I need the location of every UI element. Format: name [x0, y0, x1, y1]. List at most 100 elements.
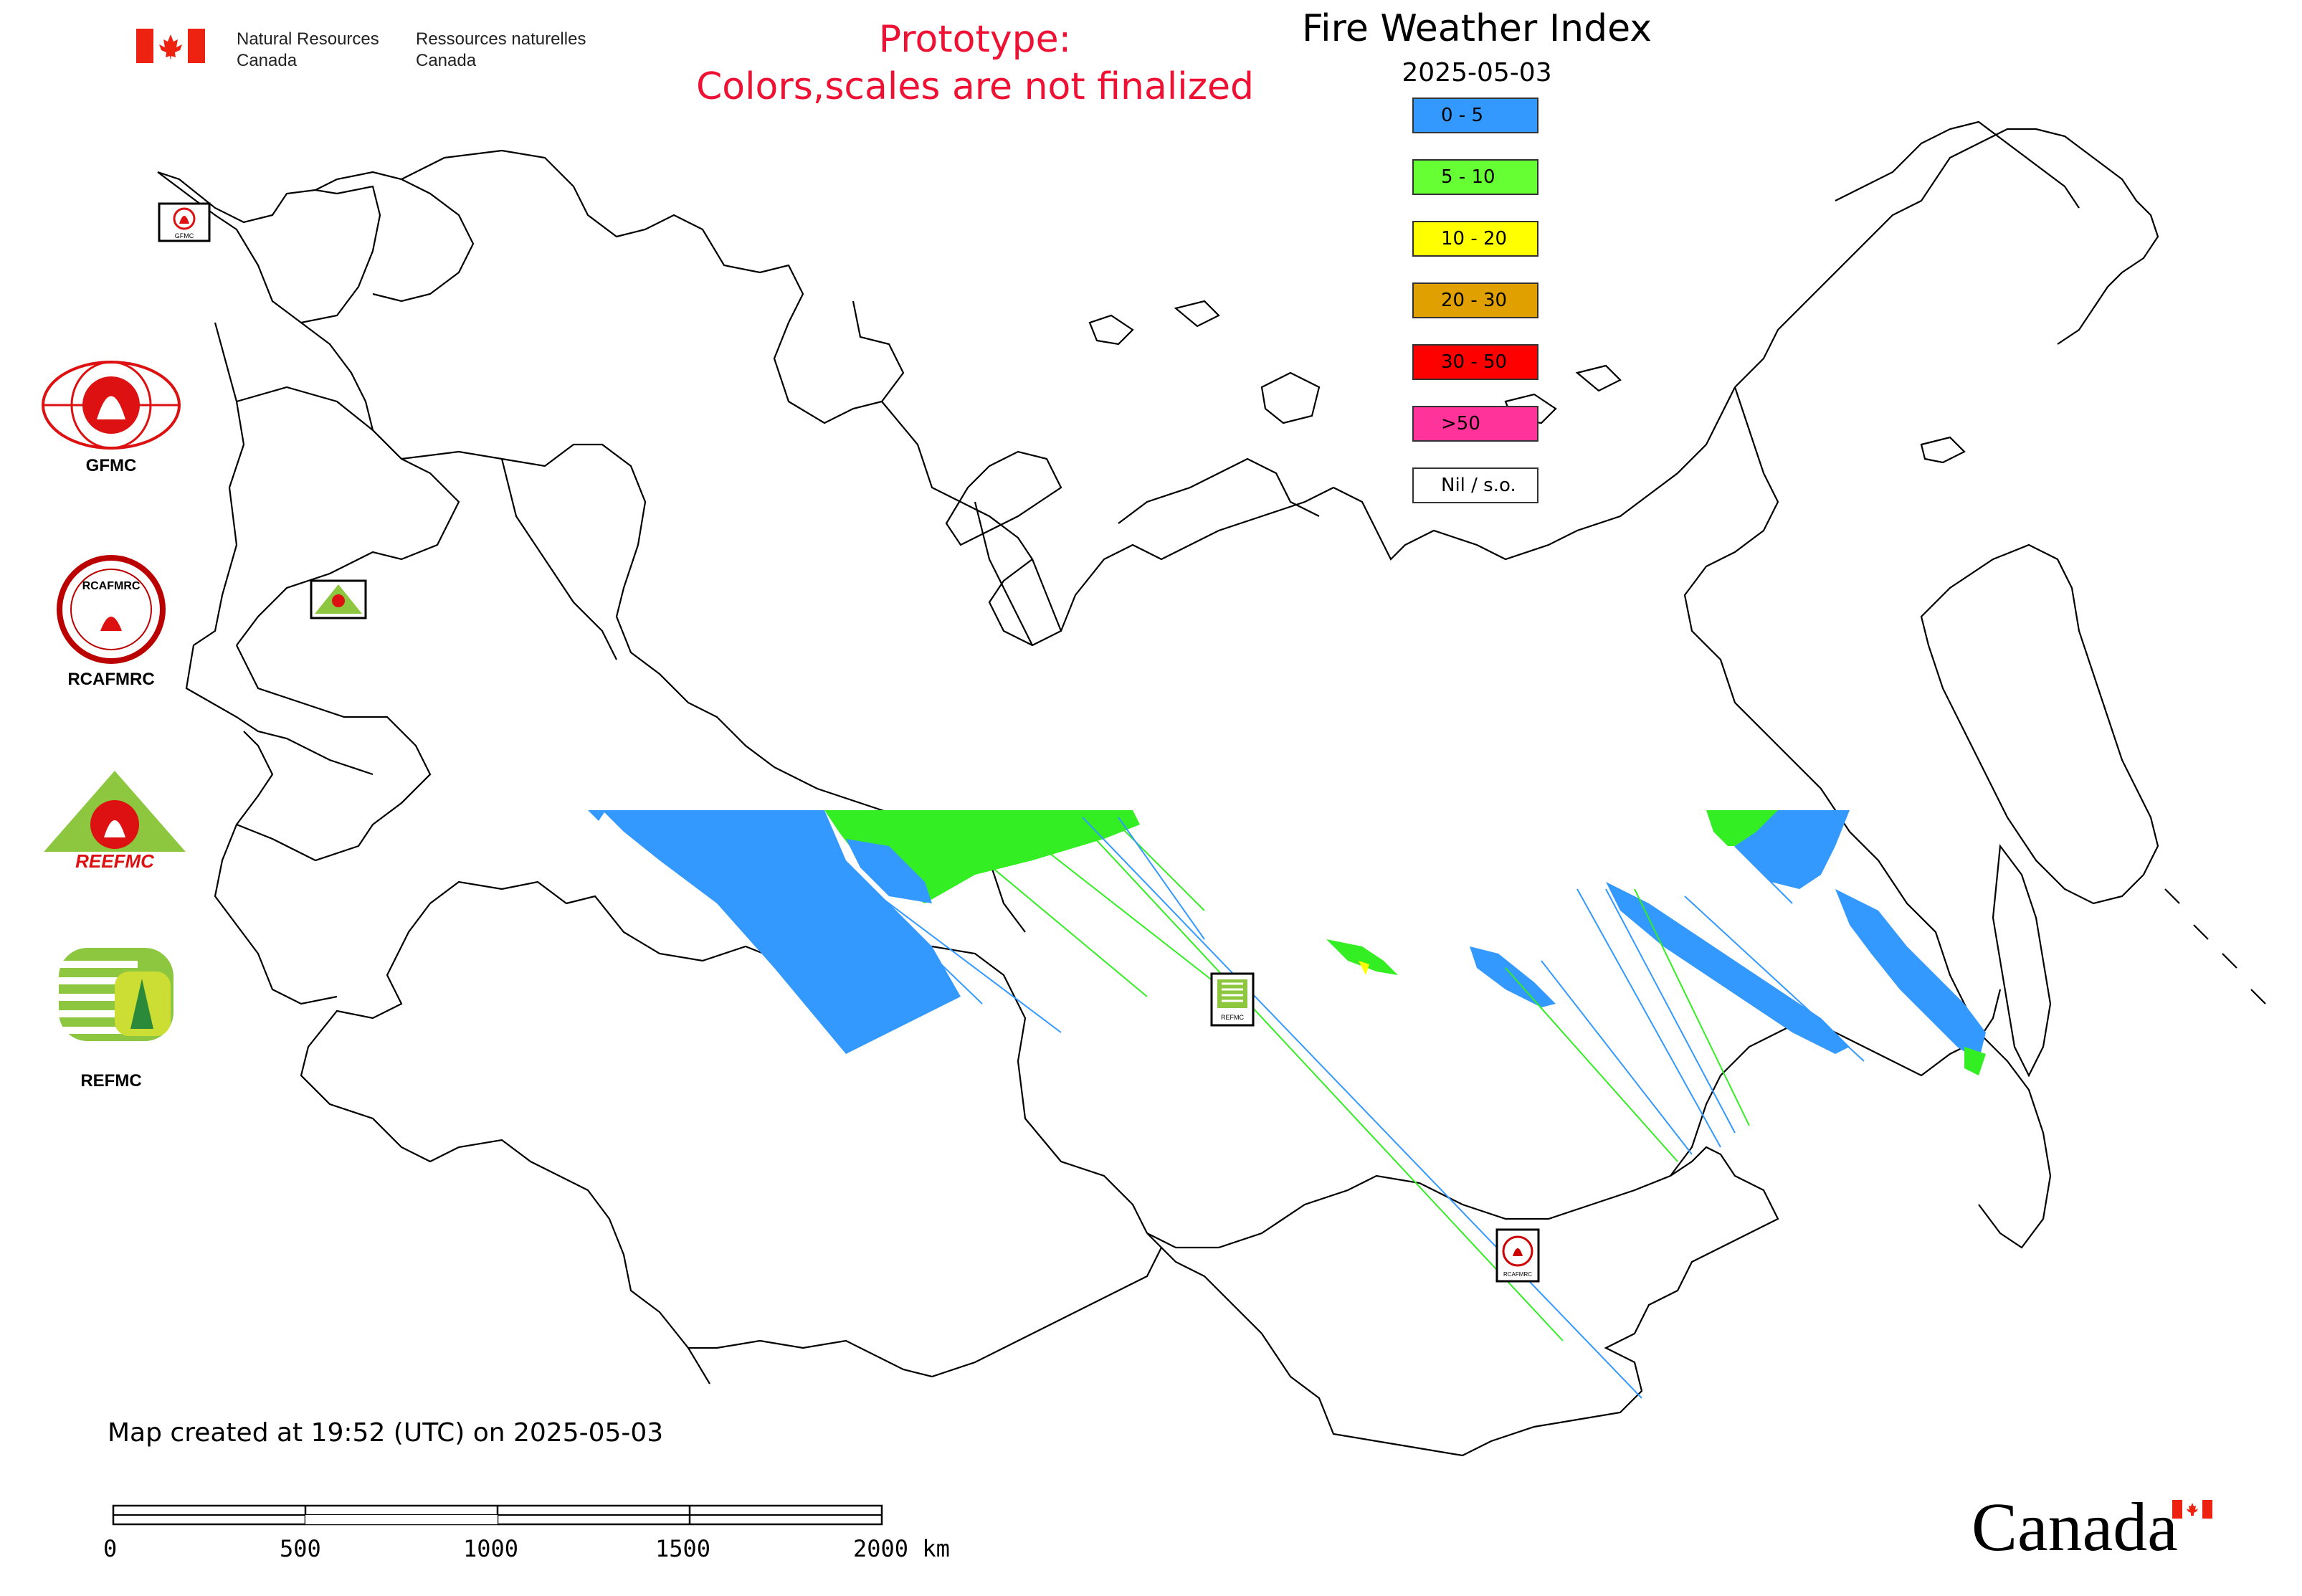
- central-asia-south: [688, 1247, 1162, 1378]
- primorye: [1978, 1032, 2052, 1249]
- fwi-patch-blue-east-3: [1835, 889, 1986, 1061]
- legend-label: 10 - 20: [1441, 228, 1508, 250]
- rcafmrc-logo[interactable]: RCAFMRC: [57, 555, 166, 664]
- fwi-line: [1003, 817, 1234, 997]
- legend-item: 0 - 5: [1412, 98, 1538, 133]
- scale-bar: [112, 1504, 883, 1526]
- novaya-zemlya: [945, 450, 1062, 546]
- fwi-patch-yellow-central: [1359, 961, 1369, 975]
- fwi-patch-green-central: [1326, 939, 1398, 975]
- fwi-patch-blue-east-2: [1606, 882, 1850, 1054]
- map-marker-gfmc-label: GFMC: [175, 232, 194, 239]
- central-asia: [300, 903, 710, 1384]
- fwi-patch-blue-west-2: [846, 839, 932, 903]
- reefmc-logo[interactable]: [39, 771, 190, 868]
- chukotka: [1835, 120, 2080, 209]
- fwi-line: [774, 817, 1062, 1033]
- fwi-patch-blue-east: [1735, 810, 1850, 889]
- scale-label: 0: [103, 1535, 118, 1562]
- fwi-patch-green-east-2: [1964, 1047, 1986, 1075]
- fwi-line: [1505, 967, 1678, 1162]
- legend-item: 10 - 20: [1412, 221, 1538, 257]
- kamchatka: [1920, 543, 2159, 905]
- map-date: 2025-05-03: [1402, 58, 1552, 87]
- fwi-line: [1734, 845, 1793, 904]
- fwi-line: [1605, 888, 1736, 1134]
- legend-item: 20 - 30: [1412, 282, 1538, 318]
- inner-border-2: [500, 458, 617, 660]
- legend-label: 5 - 10: [1441, 166, 1495, 188]
- canada-wordmark: Canada: [1972, 1488, 2178, 1565]
- wordmark-flag-icon: [2172, 1500, 2212, 1519]
- fwi-streak-lines-west: [774, 817, 1642, 1399]
- yamal: [974, 501, 1062, 646]
- canada-flag-icon: [136, 29, 205, 63]
- rcafmrc-logo-label: RCAFMRC: [67, 670, 155, 689]
- severnaya-zemlya: [1260, 371, 1321, 424]
- map-created-timestamp: Map created at 19:52 (UTC) on 2025-05-03: [108, 1418, 664, 1448]
- legend-label: 20 - 30: [1441, 290, 1508, 311]
- fwi-line: [931, 817, 1148, 997]
- legend-label: >50: [1441, 413, 1480, 434]
- fwi-line: [1082, 817, 1642, 1399]
- fwi-streaks-west: [588, 810, 1140, 1054]
- legend-label: 0 - 5: [1441, 105, 1483, 126]
- gfmc-logo-label: GFMC: [85, 456, 137, 475]
- legend-label: Nil / s.o.: [1441, 475, 1516, 496]
- fwi-line: [1110, 817, 1205, 911]
- country-borders: [157, 120, 2266, 1457]
- map-marker-gfmc[interactable]: GFMC: [158, 202, 211, 242]
- legend-label: 30 - 50: [1441, 351, 1508, 373]
- agency-signature: Natural Resources Canada Ressources natu…: [136, 29, 638, 72]
- prototype-line-1: Prototype:: [878, 18, 1072, 61]
- reefmc-logo-text: REEFMC: [75, 850, 154, 872]
- prototype-notice: Prototype: Colors,scales are not finaliz…: [631, 16, 1319, 110]
- scale-label: 1000: [463, 1535, 519, 1562]
- agency-name-french: Ressources naturelles Canada: [416, 29, 586, 70]
- scale-bar-labels: 0 500 1000 1500 2000 km: [103, 1498, 953, 1585]
- prototype-line-2: Colors,scales are not finalized: [695, 65, 1255, 108]
- fwi-line: [1075, 817, 1564, 1341]
- map-title: Fire Weather Index: [1302, 7, 1652, 50]
- mongolia-border: [1146, 1146, 1779, 1457]
- fwi-line: [1684, 896, 1865, 1062]
- legend-item: 5 - 10: [1412, 159, 1538, 195]
- franz-josef: [1088, 300, 1220, 346]
- scale-label: 1500: [655, 1535, 711, 1562]
- far-east-coast: [1734, 128, 2159, 388]
- scale-label: 500: [280, 1535, 321, 1562]
- agency-name-english: Natural Resources Canada: [237, 29, 379, 70]
- finland-border: [300, 322, 374, 431]
- ukraine-border: [236, 645, 432, 862]
- scandinavia-north: [315, 171, 475, 303]
- fwi-line: [1118, 817, 1205, 940]
- map-marker-reefmc[interactable]: [310, 579, 367, 619]
- fwi-patch-blue-west: [602, 810, 961, 1054]
- svg-text:RCAFMRC: RCAFMRC: [82, 580, 141, 592]
- gfmc-logo[interactable]: [42, 361, 181, 450]
- map-marker-refmc[interactable]: REFMC: [1210, 972, 1255, 1027]
- legend-item: >50: [1412, 406, 1538, 442]
- fwi-patch-blue-tiny: [588, 810, 606, 821]
- taymyr: [1118, 457, 1320, 524]
- map-marker-refmc-label: REFMC: [1221, 1014, 1244, 1021]
- map-marker-rcafmrc[interactable]: RCAFMRC: [1495, 1228, 1540, 1283]
- map-marker-rcafmrc-label: RCAFMRC: [1503, 1271, 1532, 1278]
- sakhalin: [1992, 844, 2052, 1078]
- europe-west-borders: [185, 322, 374, 776]
- arctic-coast: [881, 386, 1736, 647]
- refmc-logo-label: REFMC: [80, 1071, 142, 1091]
- caucasus: [214, 731, 338, 1005]
- fwi-streak-lines-east: [1505, 845, 1865, 1162]
- scandinavia-coast: [157, 171, 381, 324]
- belarus-border: [236, 386, 460, 646]
- legend-item: 30 - 50: [1412, 344, 1538, 380]
- kuril-islands: [2164, 888, 2266, 1004]
- okhotsk-coast: [1683, 386, 1979, 1033]
- legend-item: Nil / s.o.: [1412, 467, 1538, 503]
- fwi-line: [1634, 888, 1750, 1126]
- fwi-streaks-central: [1326, 939, 1556, 1007]
- refmc-logo[interactable]: [59, 948, 173, 1041]
- scale-label: 2000 km: [853, 1535, 950, 1562]
